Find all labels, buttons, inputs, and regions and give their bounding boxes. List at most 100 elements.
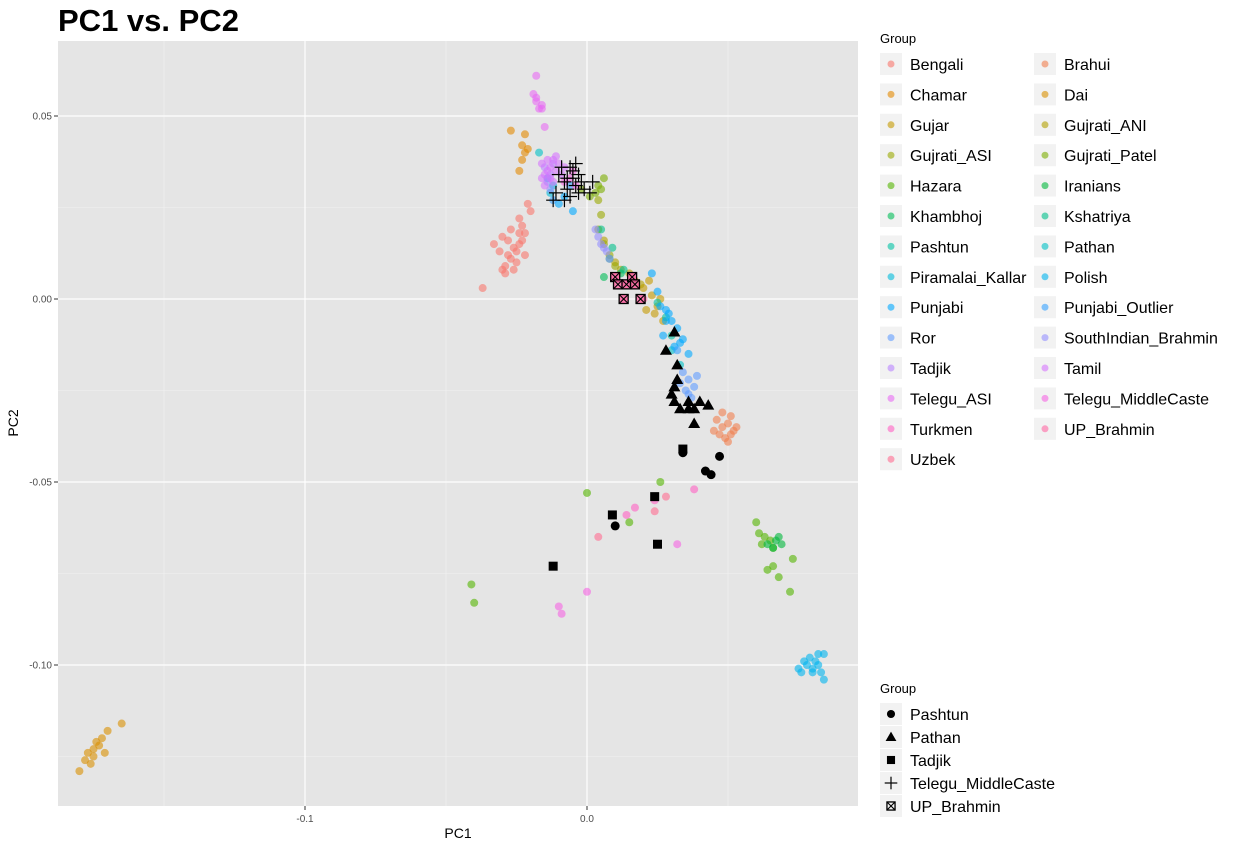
point-southindian-brahmin <box>591 225 600 234</box>
legend-key-dot <box>887 121 895 129</box>
color-legend-item: Gujrati_ANI <box>1034 113 1147 136</box>
point-bengali <box>512 258 521 267</box>
point-punjabi <box>664 309 673 318</box>
color-legend-item: Hazara <box>880 174 962 197</box>
point-tamil <box>554 159 563 168</box>
color-legend-item: Telegu_ASI <box>880 387 992 410</box>
point-polish <box>805 653 814 662</box>
legend-label: UP_Brahmin <box>910 799 1001 816</box>
point-punjabi-outlier <box>673 346 682 355</box>
legend-label: Tamil <box>1064 361 1101 378</box>
point-bengali <box>506 225 515 234</box>
point-ror <box>690 382 699 391</box>
shape-point-pathan <box>674 402 687 414</box>
point-hazara <box>583 488 591 497</box>
point-hazara <box>656 478 665 486</box>
point-gujar <box>642 305 651 314</box>
color-legend-item: Tamil <box>1034 357 1101 379</box>
color-legend-item: Ror <box>880 326 936 349</box>
point-brahui <box>718 423 727 432</box>
legend-label: Telegu_MiddleCaste <box>910 776 1055 793</box>
legend-key-dot <box>887 425 895 433</box>
legend-key-dot <box>887 455 895 463</box>
color-legend-item: Tadjik <box>880 357 952 379</box>
point-gujrati-asi <box>611 262 620 271</box>
point-dai <box>89 752 98 761</box>
legend-key-dot <box>1041 425 1049 433</box>
point-polish <box>814 661 823 669</box>
point-punjabi <box>661 316 670 325</box>
legend-label: Piramalai_Kallar <box>910 270 1027 287</box>
shape-legend: Group Pashtun Pathan Tadjik Telegu_MiddleCa… <box>880 681 1055 817</box>
shape-point-telegu-middlecaste <box>568 156 583 171</box>
legend-key-dot <box>887 273 895 281</box>
color-legend-item: Khambhoj <box>880 205 982 227</box>
color-legend-item: Gujrati_Patel <box>1034 144 1157 167</box>
color-legend-item: UP_Brahmin <box>1034 417 1155 440</box>
color-legend-item: Pathan <box>1034 235 1115 258</box>
point-chamar <box>518 155 527 164</box>
point-ror <box>684 390 693 399</box>
legend-key-dot <box>887 303 895 311</box>
point-polish <box>819 650 828 659</box>
data-points <box>75 71 828 776</box>
legend-label: Pashtun <box>910 707 969 724</box>
shape-legend-title: Group <box>880 681 916 696</box>
legend-key-dot <box>887 242 895 250</box>
legend-label: Uzbek <box>910 452 956 469</box>
shape-point-telegu-middlecaste <box>565 163 580 178</box>
point-southindian-brahmin <box>605 254 614 263</box>
point-bengali <box>489 240 498 249</box>
point-uzbek <box>650 507 659 516</box>
point-pathan <box>535 148 544 157</box>
point-turkmen <box>690 485 699 494</box>
point-gujrati-asi <box>594 196 603 205</box>
point-brahui <box>724 437 732 446</box>
point-gujar <box>647 291 656 300</box>
point-tamil <box>546 163 555 172</box>
point-chamar <box>518 141 527 150</box>
legend-label: Tadjik <box>910 753 952 770</box>
point-hazara <box>757 540 766 549</box>
legend-key-dot <box>1041 90 1049 98</box>
color-legend-item: Gujar <box>880 113 950 136</box>
point-hazara <box>625 518 634 527</box>
shape-point-pashtun <box>706 470 716 480</box>
point-tamil <box>537 174 546 183</box>
point-bengali <box>512 247 521 256</box>
legend-label: Khambhoj <box>910 209 982 226</box>
point-dai <box>81 756 90 765</box>
legend-label: Kshatriya <box>1064 209 1131 226</box>
color-legend-item: Polish <box>1034 265 1108 288</box>
point-brahui <box>724 419 732 428</box>
shape-point-tadjik <box>607 510 617 520</box>
legend-key-dot <box>1041 394 1049 402</box>
shape-point-telegu-middlecaste <box>557 174 572 189</box>
point-brahui <box>726 412 735 421</box>
point-punjabi <box>647 269 656 278</box>
legend-key-dot <box>887 151 895 159</box>
box <box>618 293 629 305</box>
color-legend-item: SouthIndian_Brahmin <box>1034 326 1218 349</box>
point-southindian-brahmin <box>546 185 555 194</box>
color-legend-item: Telegu_MiddleCaste <box>1034 387 1209 410</box>
shape-point-pathan <box>668 395 681 406</box>
legend-label: Gujrati_ANI <box>1064 118 1147 135</box>
shape-point-pathan <box>682 395 695 406</box>
legend-label: Chamar <box>910 87 968 104</box>
shape-point-tadjik <box>650 492 660 502</box>
point-polish <box>808 668 817 677</box>
point-polish <box>800 657 809 666</box>
legend-label: Gujrati_Patel <box>1064 148 1157 165</box>
point-dai <box>75 767 84 776</box>
x-b <box>610 272 621 282</box>
point-punjabi <box>667 316 676 325</box>
point-ror <box>678 368 687 377</box>
x-b <box>618 294 629 304</box>
legend-label: Gujrati_ASI <box>910 148 992 165</box>
point-kshatriya <box>597 225 606 234</box>
shape-point-pathan <box>671 358 684 370</box>
point-tamil <box>543 155 552 164</box>
point-telegu-asi <box>540 122 549 131</box>
legend-key-dot <box>887 90 895 98</box>
